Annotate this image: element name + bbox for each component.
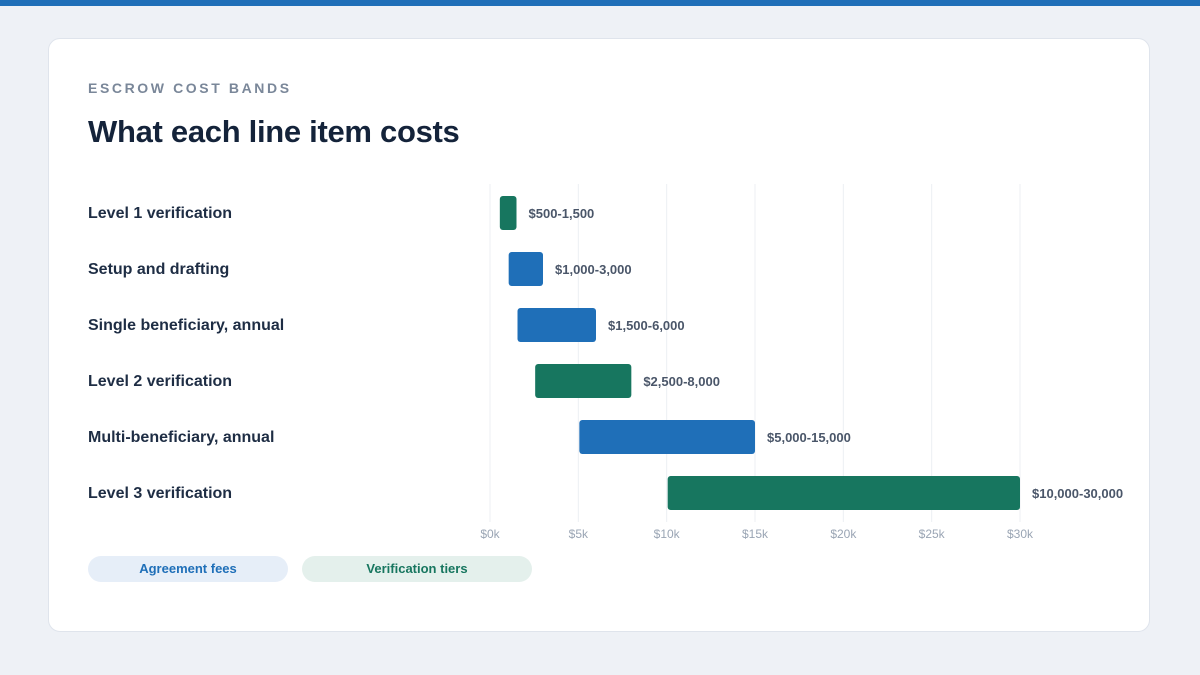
row-label: Multi-beneficiary, annual — [88, 429, 275, 446]
x-tick-label: $30k — [1007, 527, 1034, 541]
row-label: Single beneficiary, annual — [88, 317, 285, 334]
row-label: Setup and drafting — [88, 261, 230, 278]
bar-value-label: $10,000-30,000 — [1032, 486, 1123, 501]
range-bar-verification — [499, 196, 517, 230]
x-tick-label: $5k — [569, 527, 589, 541]
range-bar-agreement — [508, 252, 543, 286]
bar-value-label: $2,500-8,000 — [643, 374, 720, 389]
eyebrow-label: ESCROW COST BANDS — [88, 80, 292, 96]
bar-value-label: $1,500-6,000 — [608, 318, 685, 333]
x-tick-label: $15k — [742, 527, 769, 541]
x-tick-label: $10k — [654, 527, 681, 541]
bar-value-label: $500-1,500 — [529, 206, 595, 221]
range-bar-verification — [535, 364, 632, 398]
bar-value-label: $1,000-3,000 — [555, 262, 632, 277]
top-accent-bar — [0, 0, 1200, 6]
legend-agreement-fees[interactable]: Agreement fees — [88, 556, 288, 582]
range-bar-agreement — [579, 420, 755, 454]
x-tick-label: $20k — [830, 527, 857, 541]
chart-title: What each line item costs — [88, 114, 460, 149]
row-label: Level 1 verification — [88, 205, 233, 222]
row-label: Level 2 verification — [88, 373, 233, 390]
row-label: Level 3 verification — [88, 485, 233, 502]
x-tick-label: $25k — [919, 527, 946, 541]
legend-verification-tiers[interactable]: Verification tiers — [302, 556, 532, 582]
range-bar-agreement — [517, 308, 596, 342]
chart-card — [48, 38, 1150, 632]
range-bar-verification — [667, 476, 1020, 510]
x-tick-label: $0k — [480, 527, 500, 541]
bar-value-label: $5,000-15,000 — [767, 430, 851, 445]
